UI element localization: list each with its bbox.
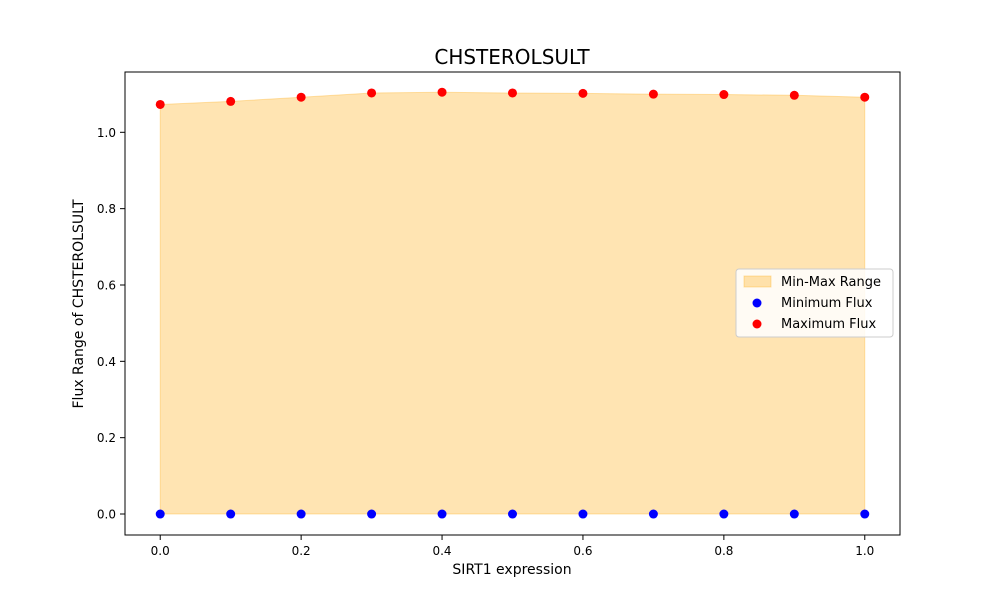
minimum-flux-point xyxy=(508,509,517,519)
minimum-flux-point xyxy=(860,509,870,519)
legend-marker-maximum xyxy=(752,319,762,329)
maximum-flux-point xyxy=(367,88,377,98)
y-tick-label: 0.6 xyxy=(97,278,116,292)
maximum-flux-point xyxy=(648,89,658,99)
maximum-flux-point xyxy=(578,88,588,98)
x-tick-label: 1.0 xyxy=(855,544,874,558)
x-tick-label: 0.0 xyxy=(151,544,170,558)
x-tick-label: 0.6 xyxy=(573,544,592,558)
legend-marker-minimum xyxy=(752,298,762,308)
y-tick-label: 0.4 xyxy=(97,355,116,369)
minimum-flux-point xyxy=(296,509,306,519)
minimum-flux-point xyxy=(437,509,447,519)
y-tick-label: 0.8 xyxy=(97,202,116,216)
plot-area: 0.0 0.2 0.4 0.6 0.8 1.0 0.0 0.2 0.4 0.6 0.8 1.0 xyxy=(97,71,901,558)
chart-legend: Min-Max Range Minimum Flux Maximum Flux xyxy=(735,268,894,338)
minimum-flux-point xyxy=(789,509,799,519)
minimum-flux-point xyxy=(648,509,658,519)
maximum-flux-point xyxy=(437,87,447,97)
minimum-flux-point xyxy=(719,509,729,519)
maximum-flux-point xyxy=(296,92,306,102)
axes-frame xyxy=(124,71,901,536)
maximum-flux-point xyxy=(508,88,517,98)
y-axis-label: Flux Range of CHSTEROLSULT xyxy=(71,199,87,408)
y-tick-label: 0.2 xyxy=(97,431,116,445)
y-tick-label: 0.0 xyxy=(97,508,116,522)
minimum-flux-point xyxy=(226,509,236,519)
legend-label-maximum: Maximum Flux xyxy=(781,317,877,332)
x-tick-label: 0.8 xyxy=(714,544,733,558)
legend-swatch-range xyxy=(743,275,772,288)
maximum-flux-point xyxy=(226,96,236,106)
minimum-flux-point xyxy=(155,509,165,519)
minimum-flux-point xyxy=(578,509,588,519)
legend-box xyxy=(735,268,894,338)
maximum-flux-point xyxy=(155,99,165,109)
x-tick-label: 0.2 xyxy=(292,544,311,558)
x-tick-label: 0.4 xyxy=(432,544,451,558)
maximum-flux-point xyxy=(719,90,729,100)
maximum-flux-point xyxy=(789,90,799,100)
maximum-flux-point xyxy=(860,92,870,102)
x-axis-label: SIRT1 expression xyxy=(452,562,571,578)
y-tick-label: 1.0 xyxy=(97,126,116,140)
legend-label-range: Min-Max Range xyxy=(781,275,881,290)
minimum-flux-point xyxy=(367,509,377,519)
legend-label-minimum: Minimum Flux xyxy=(781,296,873,311)
chart-title: CHSTEROLSULT xyxy=(434,45,590,69)
